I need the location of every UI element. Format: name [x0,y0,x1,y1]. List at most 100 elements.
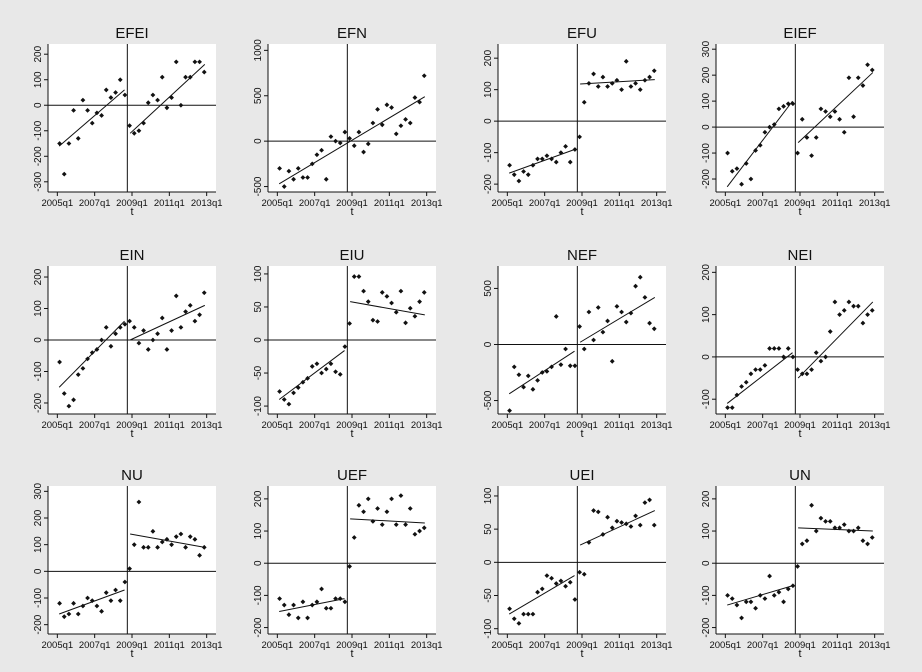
data-point [507,162,512,168]
panel-title: EIN [119,247,144,264]
data-point [113,587,118,593]
data-point [356,129,362,135]
data-point [748,371,754,377]
data-point [197,552,202,558]
data-point [846,299,852,305]
data-point [841,129,847,135]
y-tick-label: 100 [483,487,494,504]
data-point [375,106,380,112]
data-point [539,586,545,592]
y-tick-label: -200 [701,617,712,637]
data-point [398,123,404,129]
data-point [813,528,819,534]
panel-un: UN -200 -100 0 100 200 2005q1 2007q1 2009q1 2011q… [701,467,891,660]
x-tick-label: 2013q1 [411,198,443,209]
data-point [365,299,371,305]
data-point [365,141,371,147]
data-point [89,350,95,355]
data-point [586,80,592,86]
data-point [57,600,62,606]
data-point [572,597,578,602]
data-point [370,120,376,126]
data-point [577,569,582,575]
x-tick-label: 2005q1 [261,420,293,431]
data-point [623,58,629,64]
y-tick-label: 200 [33,45,44,62]
y-tick-label: -50 [253,365,264,380]
data-point [762,129,768,135]
x-tick-label: 2011q1 [154,640,185,651]
panel-efn: EFN -500 0 500 1000 2005q1 2007q1 2009q1 2011q1 2… [253,25,443,218]
x-tick-label: 2013q1 [191,198,223,209]
data-point [827,329,833,334]
x-tick-label: 2005q1 [709,640,741,651]
data-point [80,365,86,371]
data-point [642,77,648,83]
data-point [567,363,573,369]
data-point [173,59,179,65]
data-point [403,116,408,122]
fit-line [579,510,656,546]
x-tick-label: 2011q1 [154,198,185,209]
data-point [57,359,62,365]
fit-line [579,296,656,343]
data-point [314,361,320,367]
data-point [530,386,536,392]
data-point [393,522,399,528]
x-tick-label: 2007q1 [747,420,779,431]
y-tick-label: -200 [33,614,44,634]
data-point [767,124,772,130]
x-tick-label: 2013q1 [641,198,673,209]
data-point [614,77,620,83]
data-point [197,59,202,65]
data-point [370,518,376,524]
y-tick-label: -200 [33,146,44,166]
plot-region [48,486,216,634]
x-axis-label: t [130,206,133,218]
data-point [127,123,132,129]
x-axis-label: t [580,428,583,440]
x-axis-label: t [580,648,583,660]
data-point [356,502,362,508]
data-point [351,143,357,149]
data-point [333,596,338,602]
y-tick-label: 200 [701,264,712,281]
data-point [277,596,282,602]
panel-title: EIEF [783,25,816,42]
x-tick-label: 2007q1 [529,198,561,209]
data-point [393,309,399,315]
data-point [85,595,90,601]
data-point [113,331,118,337]
data-point [511,364,517,370]
x-axis-label: t [798,428,801,440]
data-point [823,354,828,360]
x-tick-label: 2005q1 [41,420,73,431]
x-axis-label: t [130,648,133,660]
data-point [379,290,385,295]
data-point [131,325,137,330]
plot-region [716,44,884,192]
data-point [187,302,193,308]
data-point [841,522,847,528]
data-point [869,67,875,73]
data-point [729,168,735,174]
data-point [743,379,749,385]
data-point [403,320,408,326]
fit-line [350,301,425,316]
panel-title: EFN [337,25,367,42]
y-tick-label: -100 [483,142,494,162]
data-point [869,535,875,540]
data-point [412,313,418,319]
plot-region [498,266,666,414]
y-tick-label: -500 [253,176,264,196]
data-point [525,172,531,178]
x-tick-label: 2009q1 [116,420,148,431]
data-point [600,329,606,335]
data-point [586,309,592,315]
data-point [762,596,768,602]
y-tick-label: -100 [253,396,264,416]
data-point [776,106,782,112]
fit-line [508,575,575,615]
data-point [804,135,810,140]
panel-title: NU [121,467,143,484]
